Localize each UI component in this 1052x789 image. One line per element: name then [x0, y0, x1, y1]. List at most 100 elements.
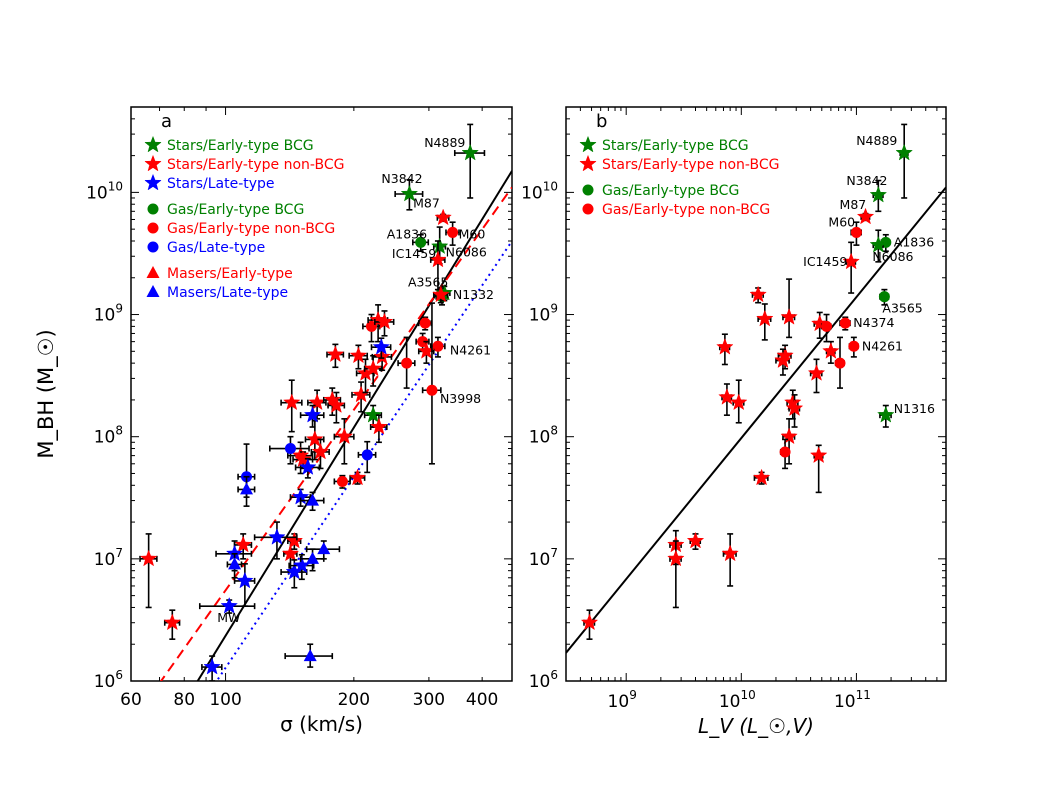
- data-point-star: [729, 393, 748, 411]
- point-label: IC1459: [392, 246, 436, 261]
- y-tick-label: 107: [94, 546, 123, 570]
- legend-entry: Gas/Early-type non-BCG: [602, 202, 770, 218]
- y-tick-label: 107: [529, 546, 558, 570]
- point-label: MW: [217, 610, 240, 625]
- data-point-circle: [848, 340, 860, 352]
- data-point-star: [430, 237, 449, 255]
- point-label: IC1459: [803, 254, 847, 269]
- data-point-star: [348, 468, 367, 486]
- data-point-circle: [426, 384, 438, 396]
- all-galaxies-fit-line: [196, 170, 512, 681]
- data-point-star: [461, 143, 479, 161]
- x-tick-label: 200: [338, 690, 370, 710]
- data-point-star: [294, 450, 312, 467]
- legend-entry: Gas/Early-type non-BCG: [167, 221, 335, 237]
- point-label: A1836: [387, 226, 427, 241]
- data-point-star: [749, 285, 767, 303]
- data-point-star: [163, 613, 182, 631]
- fit-line: [566, 186, 946, 654]
- point-label: M87: [840, 197, 867, 212]
- legend-marker: [144, 135, 162, 153]
- data-point-circle: [417, 336, 429, 348]
- data-point-star: [335, 427, 354, 445]
- data-point-star: [349, 346, 368, 364]
- data-point-star: [822, 342, 840, 359]
- legend-entry: Gas/Late-type: [167, 240, 265, 256]
- plot-frame: [565, 106, 947, 682]
- data-point-star: [856, 207, 875, 225]
- data-point-star: [234, 535, 252, 553]
- data-point-star: [667, 549, 685, 567]
- point-label: N6086: [872, 249, 913, 264]
- data-point-star: [236, 571, 254, 589]
- point-label: M60: [828, 214, 855, 229]
- x-tick-label: 1010: [719, 688, 756, 712]
- data-point-star: [780, 308, 798, 325]
- data-point-star: [139, 549, 158, 567]
- data-point-triangle: [240, 482, 254, 495]
- data-point-star: [220, 596, 238, 614]
- legend-entry: Stars/Early-type non-BCG: [167, 157, 344, 173]
- point-label: A3565: [882, 301, 922, 316]
- point-label: N1332: [453, 287, 494, 302]
- legend-entry: Masers/Late-type: [167, 285, 288, 301]
- data-point-star: [877, 405, 895, 423]
- legend-marker: [144, 173, 162, 191]
- point-label: A3565: [408, 275, 448, 290]
- point-label: N4889: [424, 135, 465, 150]
- data-point-star: [303, 405, 322, 423]
- legend-entry: Stars/Late-type: [167, 176, 275, 192]
- legend-marker: [147, 241, 159, 253]
- y-tick-label: 109: [94, 302, 123, 326]
- legend-marker: [579, 135, 597, 153]
- legend-marker: [146, 285, 160, 297]
- data-point-star: [895, 143, 913, 161]
- data-point-triangle: [317, 542, 331, 555]
- panel-b: 106 107 108 109 1010 109 1010 1011 L_V (L_☉,V) b N…: [521, 106, 947, 738]
- plot-frame: [130, 106, 513, 682]
- data-point-star: [364, 405, 382, 423]
- data-point-star: [364, 359, 382, 377]
- data-point-circle: [447, 226, 459, 238]
- data-point-circle: [415, 236, 427, 248]
- data-point-star: [375, 312, 394, 330]
- data-point-circle: [284, 443, 296, 455]
- data-point-star: [203, 657, 221, 675]
- y-tick-label: 109: [529, 302, 558, 326]
- data-point-star: [429, 250, 447, 268]
- point-label: N4261: [862, 338, 903, 353]
- data-point-circle: [821, 320, 833, 332]
- legend-marker: [147, 222, 159, 234]
- x-axis-label: σ (km/s): [280, 712, 363, 736]
- data-point-star: [785, 399, 804, 416]
- point-label: M87: [413, 196, 440, 211]
- data-point-star: [434, 208, 452, 226]
- point-label: N4889: [856, 133, 897, 148]
- x-tick-label: 109: [608, 688, 637, 712]
- legend-entry: Stars/Early-type BCG: [167, 138, 314, 154]
- panel-label: b: [596, 111, 607, 132]
- data-point-star: [281, 544, 300, 562]
- legend: Stars/Early-type BCG Stars/Early-type non…: [579, 135, 779, 218]
- data-point-star: [580, 613, 599, 631]
- x-tick-label: 80: [173, 690, 195, 710]
- data-point-star: [326, 345, 345, 363]
- data-point-triangle: [306, 551, 320, 564]
- data-point-star: [432, 285, 450, 303]
- x-tick-label: 60: [120, 690, 142, 710]
- data-point-star: [869, 235, 888, 253]
- data-point-circle: [878, 291, 890, 303]
- data-point-star: [780, 427, 798, 445]
- point-label: N3842: [381, 171, 422, 186]
- y-tick-label: 106: [529, 668, 558, 692]
- data-point-circle: [839, 317, 851, 329]
- data-point-star: [299, 458, 317, 475]
- point-label: N3998: [440, 391, 481, 406]
- point-label: N4261: [450, 342, 491, 357]
- legend-entry: Gas/Early-type BCG: [167, 202, 304, 218]
- point-label: N1316: [894, 401, 935, 416]
- data-point-star: [752, 468, 771, 486]
- y-tick-label: 1010: [86, 179, 123, 203]
- x-tick-label: 300: [413, 690, 445, 710]
